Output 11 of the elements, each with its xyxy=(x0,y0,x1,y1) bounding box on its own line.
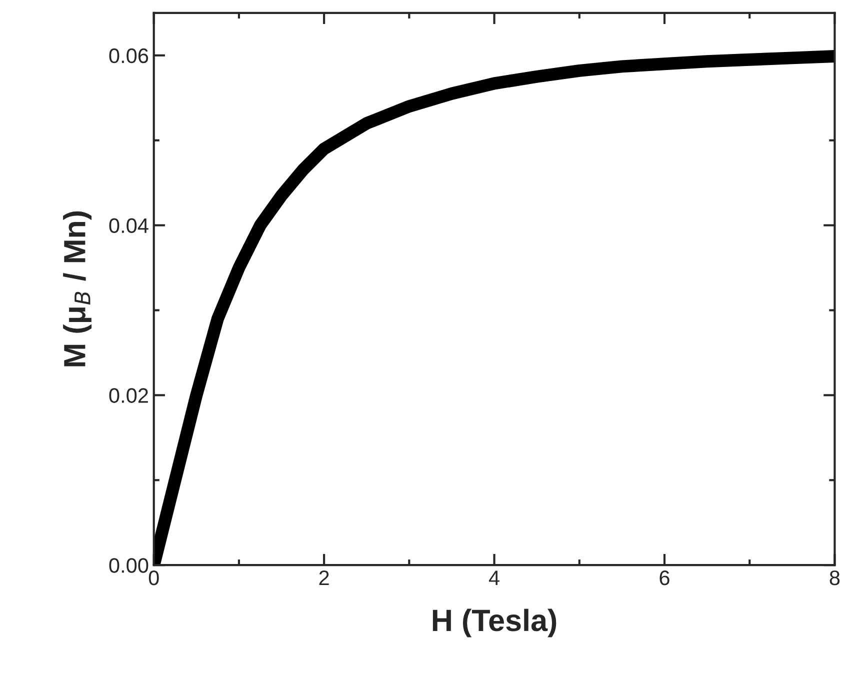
y-tick-label: 0.02 xyxy=(109,388,148,403)
x-tick-label: 8 xyxy=(830,570,840,586)
x-tick-label: 4 xyxy=(488,570,500,586)
x-tick-label: 2 xyxy=(319,570,329,586)
y-tick-label: 0.06 xyxy=(109,48,148,64)
y-tick-label: 0.04 xyxy=(109,218,148,234)
y-tick-label: 0.00 xyxy=(109,558,148,573)
y-axis-title: M (μ$_{B}$ / Mn) xyxy=(63,211,92,366)
x-tick-label: 0 xyxy=(148,570,159,586)
x-tick-label: 6 xyxy=(660,570,670,586)
x-axis-title: H (Tesla) xyxy=(432,608,556,638)
